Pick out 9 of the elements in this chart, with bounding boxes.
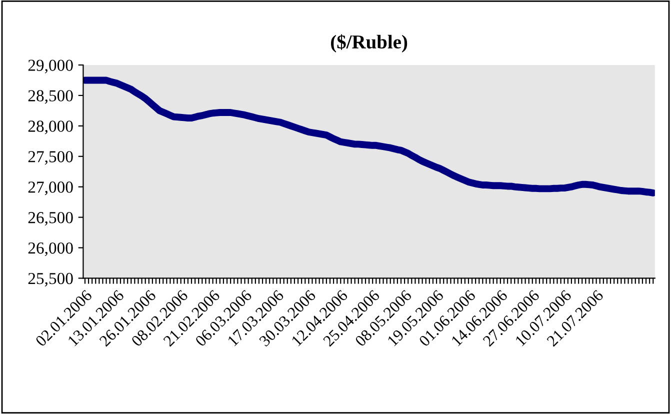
y-tick-label: 26,500 <box>28 212 73 226</box>
y-tick-label: 28,000 <box>28 120 73 134</box>
chart-title: ($/Ruble) <box>331 34 408 52</box>
y-tick-label: 26,000 <box>28 242 73 256</box>
y-tick-label: 27,500 <box>28 151 73 165</box>
y-tick-label: 28,500 <box>28 90 73 104</box>
y-tick-label: 29,000 <box>28 60 73 74</box>
y-tick-label: 25,500 <box>28 272 73 287</box>
y-tick-label: 27,000 <box>28 182 73 196</box>
